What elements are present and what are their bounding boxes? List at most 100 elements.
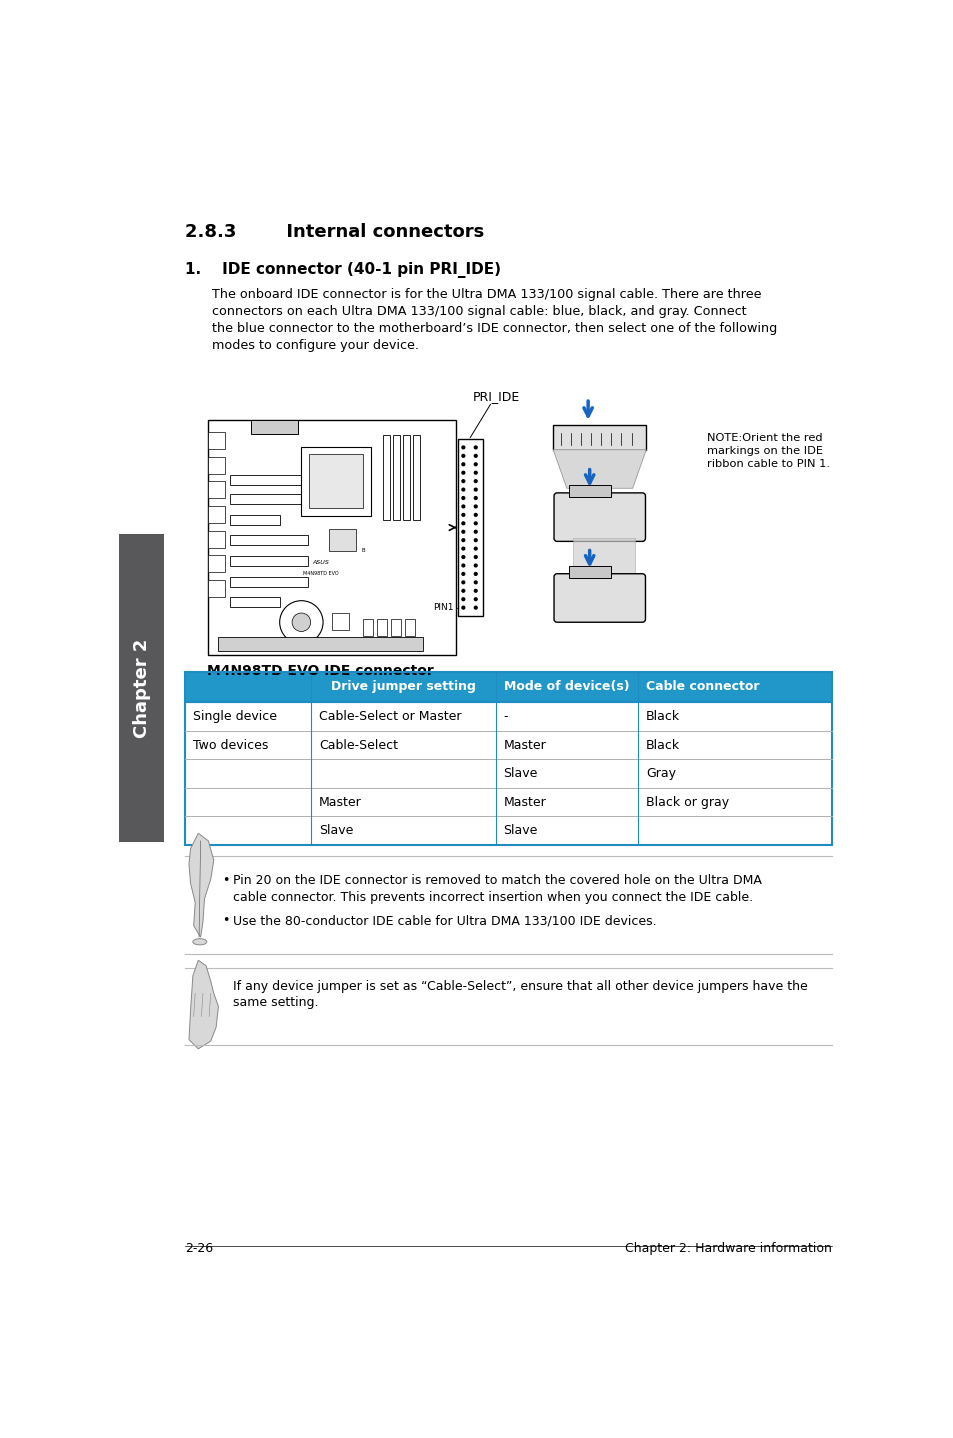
Text: Cable-Select: Cable-Select — [318, 739, 397, 752]
Text: Two devices: Two devices — [193, 739, 268, 752]
Bar — [393, 436, 399, 519]
Bar — [185, 702, 831, 844]
Text: Chapter 2: Hardware information: Chapter 2: Hardware information — [625, 1242, 831, 1255]
Circle shape — [461, 487, 464, 490]
Bar — [119, 535, 164, 843]
Bar — [568, 485, 611, 496]
Bar — [185, 672, 831, 702]
Text: Slave: Slave — [503, 824, 537, 837]
Circle shape — [461, 505, 464, 508]
Circle shape — [474, 598, 476, 601]
Circle shape — [461, 454, 464, 457]
Text: Black or gray: Black or gray — [645, 795, 728, 808]
Polygon shape — [553, 450, 645, 489]
Circle shape — [461, 446, 464, 449]
Bar — [301, 447, 371, 516]
Bar — [553, 426, 645, 450]
Bar — [230, 557, 307, 567]
Text: -: - — [503, 710, 508, 723]
Bar — [230, 535, 307, 545]
Bar — [185, 672, 831, 702]
FancyBboxPatch shape — [554, 493, 645, 541]
Bar — [382, 436, 390, 519]
Text: •: • — [221, 874, 229, 887]
Circle shape — [461, 513, 464, 516]
Circle shape — [461, 607, 464, 610]
Text: Black: Black — [645, 739, 679, 752]
Circle shape — [474, 555, 476, 558]
Bar — [208, 531, 225, 548]
Circle shape — [461, 555, 464, 558]
Bar — [208, 506, 225, 523]
Bar — [328, 529, 355, 551]
Text: Cable-Select or Master: Cable-Select or Master — [318, 710, 461, 723]
Text: ASUS: ASUS — [312, 559, 329, 565]
Circle shape — [279, 601, 323, 644]
Text: PIN1: PIN1 — [433, 603, 454, 613]
Circle shape — [461, 522, 464, 525]
Circle shape — [474, 590, 476, 592]
Bar — [457, 439, 482, 615]
Ellipse shape — [193, 939, 207, 945]
Text: Mode of device(s): Mode of device(s) — [503, 680, 629, 693]
Bar — [309, 454, 363, 508]
Circle shape — [474, 607, 476, 610]
Polygon shape — [189, 961, 218, 1048]
Circle shape — [461, 463, 464, 466]
Circle shape — [461, 598, 464, 601]
Text: Pin 20 on the IDE connector is removed to match the covered hole on the Ultra DM: Pin 20 on the IDE connector is removed t… — [233, 874, 761, 903]
Circle shape — [474, 472, 476, 475]
Text: M4N98TD EVO IDE connector: M4N98TD EVO IDE connector — [207, 664, 433, 677]
Text: Master: Master — [318, 795, 361, 808]
Bar — [568, 567, 611, 578]
Circle shape — [461, 548, 464, 549]
Text: Slave: Slave — [318, 824, 353, 837]
Bar — [217, 637, 422, 651]
Circle shape — [474, 505, 476, 508]
Circle shape — [474, 564, 476, 567]
Text: If any device jumper is set as “Cable-Select”, ensure that all other device jump: If any device jumper is set as “Cable-Se… — [233, 979, 807, 1009]
Circle shape — [474, 463, 476, 466]
Circle shape — [474, 513, 476, 516]
Circle shape — [474, 522, 476, 525]
Text: Master: Master — [503, 795, 546, 808]
Circle shape — [474, 539, 476, 542]
Circle shape — [474, 531, 476, 533]
Bar — [208, 482, 225, 499]
Circle shape — [461, 472, 464, 475]
Circle shape — [461, 539, 464, 542]
FancyBboxPatch shape — [554, 574, 645, 623]
Text: Single device: Single device — [193, 710, 276, 723]
Text: Master: Master — [503, 739, 546, 752]
Text: PRI_IDE: PRI_IDE — [473, 390, 519, 403]
Bar — [230, 515, 280, 525]
Circle shape — [292, 613, 311, 631]
Text: •: • — [221, 915, 229, 928]
Circle shape — [461, 572, 464, 575]
Circle shape — [474, 572, 476, 575]
Text: B: B — [361, 548, 365, 554]
Bar — [377, 620, 386, 636]
Circle shape — [474, 454, 476, 457]
Circle shape — [474, 487, 476, 490]
Bar — [402, 436, 410, 519]
Circle shape — [461, 531, 464, 533]
Bar — [391, 620, 400, 636]
Text: 2.8.3        Internal connectors: 2.8.3 Internal connectors — [185, 223, 484, 240]
Text: Use the 80-conductor IDE cable for Ultra DMA 133/100 IDE devices.: Use the 80-conductor IDE cable for Ultra… — [233, 915, 656, 928]
Polygon shape — [189, 833, 213, 938]
Circle shape — [474, 496, 476, 499]
Bar — [208, 420, 456, 654]
Circle shape — [461, 590, 464, 592]
Bar — [230, 495, 307, 505]
Text: Drive jumper setting: Drive jumper setting — [331, 680, 476, 693]
Bar — [363, 620, 373, 636]
Circle shape — [461, 480, 464, 483]
Bar — [208, 555, 225, 572]
Text: M4N98TD EVO: M4N98TD EVO — [303, 571, 338, 577]
Circle shape — [461, 581, 464, 584]
Text: NOTE:Orient the red
markings on the IDE
ribbon cable to PIN 1.: NOTE:Orient the red markings on the IDE … — [706, 433, 829, 469]
Text: 1.    IDE connector (40-1 pin PRI_IDE): 1. IDE connector (40-1 pin PRI_IDE) — [185, 262, 500, 278]
Text: The onboard IDE connector is for the Ultra DMA 133/100 signal cable. There are t: The onboard IDE connector is for the Ult… — [212, 288, 777, 352]
Text: Slave: Slave — [503, 766, 537, 779]
